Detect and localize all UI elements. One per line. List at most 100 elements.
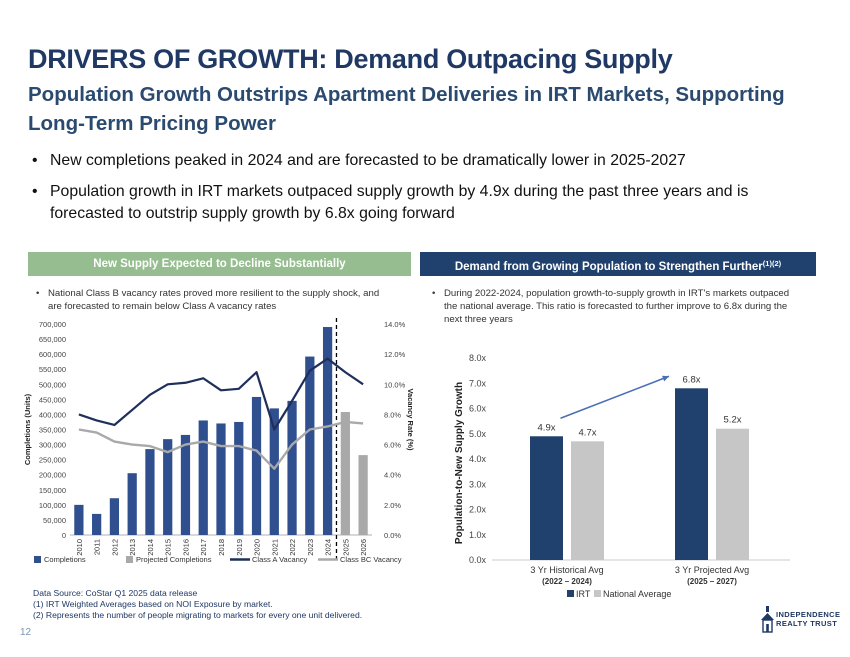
supply-panel-header: New Supply Expected to Decline Substanti…: [28, 252, 411, 276]
y-axis-title: Population-to-New Supply Growth: [454, 382, 465, 544]
legend-irt-label: IRT: [576, 589, 591, 599]
x-tick-label: 2025: [341, 539, 350, 556]
class-bc-vacancy-line: [78, 420, 364, 470]
x-tick-label: 2013: [128, 539, 137, 556]
completions-bar: [163, 439, 173, 535]
company-logo: INDEPENDENCE REALTY TRUST: [760, 604, 840, 636]
x-tick-label: 2017: [199, 539, 208, 556]
logo-text: INDEPENDENCE REALTY TRUST: [776, 610, 840, 628]
y2-tick-label: 8.0%: [384, 410, 401, 419]
completions-bar: [74, 504, 84, 535]
y-axis-title: Completions (Units): [23, 393, 32, 465]
completions-bar: [127, 473, 137, 535]
x-category-label: 3 Yr Projected Avg: [675, 565, 749, 575]
x-tick-label: 2020: [253, 539, 262, 556]
demand-panel-header-text: Demand from Growing Population to Streng…: [454, 261, 763, 273]
legend-completions-label: Completions: [44, 555, 86, 564]
x-category-sublabel: (2025 – 2027): [687, 577, 737, 586]
projected-completions-bar: [340, 412, 350, 535]
y-tick-label: 200,000: [39, 471, 66, 480]
legend-class-bc-vacancy-label: Class BC Vacancy: [340, 555, 402, 564]
y-tick-label: 450,000: [39, 395, 66, 404]
national-average-bar: [571, 441, 604, 560]
x-tick-label: 2012: [110, 539, 119, 556]
completions-bar: [269, 408, 279, 535]
completions-bar: [251, 396, 262, 535]
page-number: 12: [20, 627, 32, 638]
y2-tick-label: 10.0%: [384, 380, 406, 389]
y2-tick-label: 2.0%: [384, 501, 401, 510]
page-title: DRIVERS OF GROWTH: Demand Outpacing Supp…: [28, 44, 673, 74]
projected-completions-bar: [358, 455, 368, 535]
y-tick-label: 150,000: [39, 486, 66, 495]
footnote-source: Data Source: CoStar Q1 2025 data release: [33, 588, 198, 598]
national-average-bar: [716, 428, 749, 560]
y-tick-label: 5.0x: [469, 429, 487, 439]
legend-class-a-vacancy-label: Class A Vacancy: [252, 555, 308, 564]
x-category-label: 3 Yr Historical Avg: [530, 565, 603, 575]
y-tick-label: 400,000: [39, 410, 66, 419]
legend-irt-swatch: [567, 590, 574, 597]
x-tick-label: 2024: [324, 539, 333, 556]
demand-panel-header-footnote: (1)(2): [762, 259, 782, 268]
y-tick-label: 1.0x: [469, 530, 487, 540]
demand-panel-header: Demand from Growing Population to Streng…: [420, 252, 816, 276]
key-points-list: New completions peaked in 2024 and are f…: [32, 150, 822, 234]
y-tick-label: 0: [62, 531, 66, 540]
legend-projected-completions-label: Projected Completions: [136, 555, 212, 564]
footnote-1: (1) IRT Weighted Averages based on NOI E…: [33, 599, 273, 609]
completions-bar: [305, 356, 315, 535]
y-tick-label: 300,000: [39, 441, 66, 450]
y-tick-label: 4.0x: [469, 454, 487, 464]
x-tick-label: 2023: [306, 539, 315, 556]
y-tick-label: 500,000: [39, 380, 66, 389]
x-tick-label: 2018: [217, 539, 226, 556]
completions-bar: [198, 420, 208, 535]
x-tick-label: 2014: [146, 539, 155, 556]
legend-completions-swatch: [34, 556, 41, 563]
bar-value-label: 5.2x: [724, 415, 742, 426]
key-point: New completions peaked in 2024 and are f…: [32, 150, 822, 172]
y-tick-label: 650,000: [39, 335, 66, 344]
completions-bar: [92, 513, 102, 535]
y-tick-label: 700,000: [39, 320, 66, 329]
y2-tick-label: 12.0%: [384, 350, 406, 359]
x-tick-label: 2015: [164, 539, 173, 556]
y-tick-label: 550,000: [39, 365, 66, 374]
building-icon: [761, 606, 774, 633]
completions-bar: [234, 421, 244, 535]
y2-tick-label: 6.0%: [384, 441, 401, 450]
logo-line-1: INDEPENDENCE: [776, 610, 841, 619]
completions-bar: [322, 327, 333, 535]
supply-panel-note: National Class B vacancy rates proved mo…: [34, 287, 389, 313]
completions-bar: [180, 434, 191, 535]
growth-arrow-head: [662, 375, 669, 382]
y-tick-label: 8.0x: [469, 353, 487, 363]
class-a-vacancy-line: [78, 357, 364, 431]
bar-value-label: 6.8x: [683, 374, 701, 385]
bar-value-label: 4.9x: [538, 422, 556, 433]
y-tick-label: 3.0x: [469, 479, 487, 489]
demand-panel-note: During 2022-2024, population growth-to-s…: [430, 287, 790, 326]
completions-bar: [287, 400, 297, 535]
y-tick-label: 2.0x: [469, 505, 487, 515]
irt-bar: [675, 388, 708, 560]
completions-bar: [109, 498, 120, 535]
completions-bar: [145, 449, 155, 535]
y-tick-label: 0.0x: [469, 555, 487, 565]
logo-line-2: REALTY TRUST: [776, 619, 838, 628]
footnotes: Data Source: CoStar Q1 2025 data release…: [33, 588, 362, 621]
bar-value-label: 4.7x: [579, 427, 597, 438]
legend-national-average-swatch: [594, 590, 601, 597]
legend-national-average-label: National Average: [603, 589, 671, 599]
y-tick-label: 350,000: [39, 426, 66, 435]
x-tick-label: 2026: [359, 539, 368, 556]
irt-bar: [530, 436, 563, 560]
y-tick-label: 6.0x: [469, 404, 487, 414]
y-tick-label: 600,000: [39, 350, 66, 359]
y2-axis-title: Vacancy Rate (%): [406, 388, 415, 451]
x-tick-label: 2019: [235, 539, 244, 556]
x-tick-label: 2016: [181, 539, 190, 556]
footnote-2: (2) Represents the number of people migr…: [33, 610, 363, 620]
